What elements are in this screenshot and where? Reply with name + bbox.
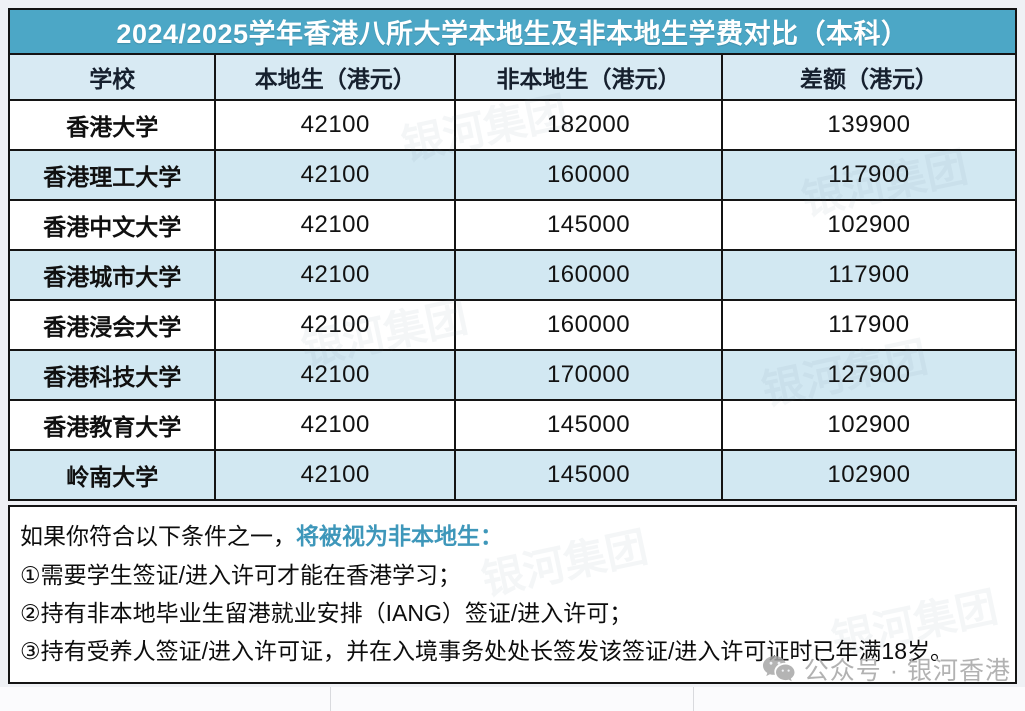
col-header-nonlocal: 非本地生（港元） bbox=[454, 53, 723, 101]
fee-difference: 117900 bbox=[720, 299, 1018, 351]
table-row: 香港浸会大学 42100 160000 117900 bbox=[7, 299, 1018, 351]
school-name: 香港浸会大学 bbox=[7, 299, 217, 351]
table-row: 岭南大学 42100 145000 102900 bbox=[7, 449, 1018, 501]
strip-divider bbox=[693, 687, 694, 711]
nonlocal-fee: 145000 bbox=[454, 449, 723, 501]
nonlocal-fee: 160000 bbox=[454, 149, 723, 201]
col-header-diff: 差额（港元） bbox=[720, 53, 1018, 101]
nonlocal-fee: 145000 bbox=[454, 199, 723, 251]
table-body: 香港大学 42100 182000 139900 香港理工大学 42100 16… bbox=[7, 99, 1018, 501]
page-title: 2024/2025学年香港八所大学本地生及非本地生学费对比（本科） bbox=[116, 19, 909, 49]
table-row: 香港科技大学 42100 170000 127900 bbox=[7, 349, 1018, 401]
fee-difference: 102900 bbox=[720, 199, 1018, 251]
col-header-school: 学校 bbox=[7, 53, 217, 101]
nonlocal-fee: 182000 bbox=[454, 99, 723, 151]
fee-difference: 139900 bbox=[720, 99, 1018, 151]
note-item-2: ②持有非本地毕业生留港就业安排（IANG）签证/进入许可； bbox=[20, 600, 633, 626]
nonlocal-fee: 145000 bbox=[454, 399, 723, 451]
wechat-account-label: 公众号 · 银河香港 bbox=[803, 657, 1011, 685]
notes-intro: 如果你符合以下条件之一，将被视为非本地生： bbox=[20, 517, 1003, 555]
local-fee: 42100 bbox=[214, 199, 457, 251]
nonlocal-fee: 160000 bbox=[454, 249, 723, 301]
tuition-table: 学校 本地生（港元） 非本地生（港元） 差额（港元） 香港大学 42100 18… bbox=[7, 53, 1018, 501]
header-row: 学校 本地生（港元） 非本地生（港元） 差额（港元） bbox=[7, 53, 1018, 101]
table-row: 香港中文大学 42100 145000 102900 bbox=[7, 199, 1018, 251]
wechat-footer: 公众号 · 银河香港 bbox=[762, 651, 1011, 687]
school-name: 香港城市大学 bbox=[7, 249, 217, 301]
school-name: 岭南大学 bbox=[7, 449, 217, 501]
fee-difference: 102900 bbox=[720, 399, 1018, 451]
nonlocal-fee: 160000 bbox=[454, 299, 723, 351]
local-fee: 42100 bbox=[214, 99, 457, 151]
bottom-strip bbox=[0, 687, 1025, 711]
school-name: 香港中文大学 bbox=[7, 199, 217, 251]
school-name: 香港大学 bbox=[7, 99, 217, 151]
strip-divider bbox=[330, 687, 331, 711]
school-name: 香港理工大学 bbox=[7, 149, 217, 201]
notes-intro-highlight: 将被视为非本地生： bbox=[296, 523, 503, 549]
fee-difference: 127900 bbox=[720, 349, 1018, 401]
school-name: 香港教育大学 bbox=[7, 399, 217, 451]
table-row: 香港理工大学 42100 160000 117900 bbox=[7, 149, 1018, 201]
wechat-icon bbox=[762, 655, 796, 683]
table-row: 香港城市大学 42100 160000 117900 bbox=[7, 249, 1018, 301]
local-fee: 42100 bbox=[214, 299, 457, 351]
table-header: 学校 本地生（港元） 非本地生（港元） 差额（港元） bbox=[7, 53, 1018, 101]
notes-box: 如果你符合以下条件之一，将被视为非本地生： ①需要学生签证/进入许可才能在香港学… bbox=[8, 505, 1017, 684]
note-item-3: ③持有受养人签证/进入许可证，并在入境事务处处长签发该签证/进入许可证时已年满1… bbox=[20, 638, 953, 664]
notes-intro-plain: 如果你符合以下条件之一， bbox=[20, 523, 296, 549]
title-bar: 2024/2025学年香港八所大学本地生及非本地生学费对比（本科） bbox=[8, 8, 1017, 53]
col-header-local: 本地生（港元） bbox=[214, 53, 457, 101]
school-name: 香港科技大学 bbox=[7, 349, 217, 401]
note-item-1: ①需要学生签证/进入许可才能在香港学习； bbox=[20, 562, 462, 588]
local-fee: 42100 bbox=[214, 449, 457, 501]
local-fee: 42100 bbox=[214, 249, 457, 301]
fee-difference: 117900 bbox=[720, 249, 1018, 301]
fee-difference: 102900 bbox=[720, 449, 1018, 501]
local-fee: 42100 bbox=[214, 349, 457, 401]
local-fee: 42100 bbox=[214, 399, 457, 451]
table-row: 香港大学 42100 182000 139900 bbox=[7, 99, 1018, 151]
table-row: 香港教育大学 42100 145000 102900 bbox=[7, 399, 1018, 451]
fee-difference: 117900 bbox=[720, 149, 1018, 201]
nonlocal-fee: 170000 bbox=[454, 349, 723, 401]
local-fee: 42100 bbox=[214, 149, 457, 201]
